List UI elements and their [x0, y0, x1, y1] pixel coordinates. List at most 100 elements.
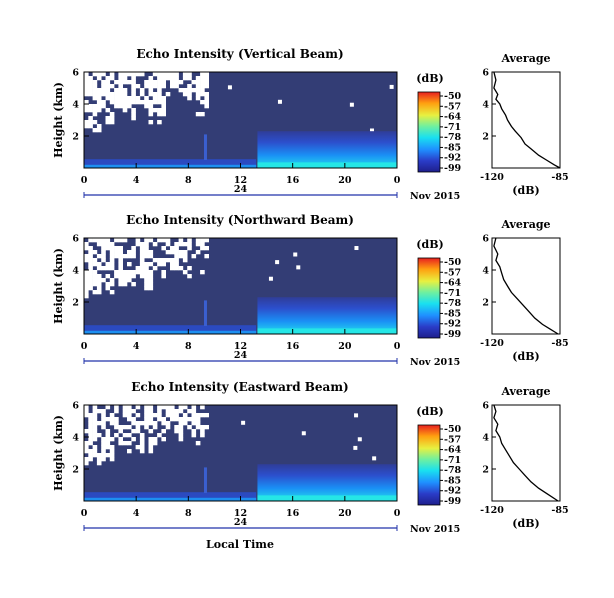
- x-tick-label: 8: [185, 175, 192, 186]
- missing-cell: [178, 88, 184, 93]
- missing-cell: [275, 260, 280, 265]
- average-y-tick-label: 2: [482, 132, 489, 143]
- missing-cell: [131, 92, 136, 97]
- missing-cell: [96, 92, 102, 97]
- missing-cell: [122, 425, 128, 430]
- missing-cell: [84, 274, 89, 279]
- missing-cell: [187, 72, 192, 77]
- missing-cell: [92, 405, 98, 410]
- date-label: Nov 2015: [410, 191, 460, 202]
- missing-cell: [92, 409, 98, 414]
- missing-cell: [148, 254, 154, 259]
- missing-cell: [92, 417, 98, 422]
- missing-cell: [96, 254, 102, 259]
- missing-cell: [131, 254, 136, 259]
- x-tick-label: 0: [81, 341, 88, 352]
- missing-cell: [139, 100, 145, 105]
- missing-cell: [109, 290, 115, 295]
- missing-cell: [200, 242, 205, 247]
- missing-cell: [84, 246, 89, 251]
- missing-cell: [92, 72, 98, 77]
- missing-cell: [88, 88, 93, 93]
- missing-cell: [84, 242, 89, 247]
- missing-cell: [109, 258, 115, 263]
- missing-cell: [122, 92, 128, 97]
- missing-cell: [127, 417, 132, 422]
- missing-cell: [165, 413, 171, 418]
- missing-cell: [131, 409, 136, 414]
- missing-cell: [148, 238, 154, 243]
- missing-cell: [96, 278, 102, 283]
- missing-cell: [144, 282, 149, 287]
- missing-cell: [354, 413, 359, 418]
- missing-cell: [178, 421, 184, 426]
- missing-cell: [200, 246, 205, 251]
- missing-cell: [101, 409, 106, 414]
- panel-title: Echo Intensity (Vertical Beam): [136, 47, 343, 61]
- missing-cell: [84, 258, 89, 263]
- missing-cell: [109, 112, 115, 117]
- x-tick-label: 8: [185, 341, 192, 352]
- missing-cell: [139, 449, 145, 454]
- missing-cell: [191, 421, 197, 426]
- y-axis-label: Height (km): [52, 248, 65, 324]
- panel-title: Echo Intensity (Eastward Beam): [131, 380, 348, 394]
- missing-cell: [174, 80, 179, 85]
- missing-cell: [187, 84, 192, 89]
- missing-cell: [182, 270, 188, 275]
- missing-cell: [88, 453, 93, 458]
- missing-cell: [187, 96, 192, 101]
- missing-cell: [131, 246, 136, 251]
- missing-cell: [165, 242, 171, 247]
- missing-cell: [195, 417, 201, 422]
- missing-cell: [101, 421, 106, 426]
- missing-cell: [101, 92, 106, 97]
- missing-cell: [178, 250, 184, 255]
- missing-cell: [96, 238, 102, 243]
- missing-cell: [148, 100, 154, 105]
- missing-cell: [152, 425, 158, 430]
- missing-cell: [84, 254, 89, 259]
- missing-cell: [296, 265, 301, 270]
- missing-cell: [157, 262, 162, 267]
- missing-cell: [144, 278, 149, 283]
- missing-cell: [144, 246, 149, 251]
- missing-cell: [114, 104, 119, 109]
- missing-cell: [170, 250, 175, 255]
- missing-cell: [118, 246, 123, 251]
- missing-cell: [92, 88, 98, 93]
- missing-cell: [114, 417, 119, 422]
- missing-cell: [195, 441, 201, 446]
- missing-cell: [204, 104, 209, 109]
- colorbar-tick-label: -71: [444, 455, 461, 466]
- missing-cell: [157, 112, 162, 117]
- average-x-tick-label: -120: [480, 505, 504, 516]
- missing-cell: [88, 76, 93, 81]
- missing-cell: [165, 258, 171, 263]
- missing-cell: [148, 250, 154, 255]
- average-frame: [491, 237, 561, 335]
- missing-cell: [109, 242, 115, 247]
- missing-cell: [131, 250, 136, 255]
- missing-cell: [92, 437, 98, 442]
- missing-cell: [200, 238, 205, 243]
- x-tick-label: 4: [133, 175, 140, 186]
- missing-cell: [161, 437, 166, 442]
- missing-cell: [195, 96, 201, 101]
- average-y-tick-label: 4: [482, 433, 489, 444]
- average-y-tick-label: 2: [482, 465, 489, 476]
- missing-cell: [135, 266, 141, 271]
- x-tick-label: 20: [338, 508, 352, 519]
- average-y-tick-label: 6: [482, 68, 489, 79]
- missing-cell: [195, 242, 201, 247]
- colorbar-tick-label: -64: [444, 278, 462, 289]
- missing-cell: [204, 100, 209, 105]
- missing-cell: [187, 92, 192, 97]
- missing-cell: [144, 270, 149, 275]
- missing-cell: [187, 425, 192, 430]
- missing-cell: [139, 262, 145, 267]
- missing-cell: [165, 72, 171, 77]
- missing-cell: [84, 80, 89, 85]
- missing-cell: [157, 238, 162, 243]
- missing-cell: [161, 76, 166, 81]
